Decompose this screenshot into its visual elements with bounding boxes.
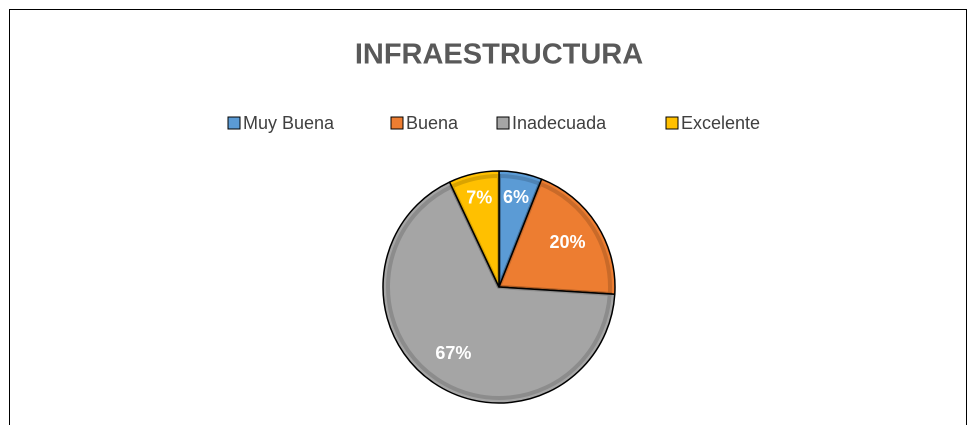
legend-swatch	[390, 116, 404, 130]
legend-label: Muy Buena	[243, 113, 335, 133]
pie-slice	[382, 181, 616, 404]
pie-slice	[448, 170, 500, 288]
pie-slice-bevel	[386, 183, 612, 400]
data-label: 7%	[466, 187, 492, 207]
pie-slice-bevel	[496, 181, 612, 297]
legend-label: Excelente	[681, 113, 760, 133]
chart-title: INFRAESTRUCTURA	[355, 39, 643, 71]
legend-swatch	[496, 116, 510, 130]
legend-label: Inadecuada	[512, 113, 607, 133]
data-label: 6%	[503, 187, 529, 207]
legend-label: Buena	[406, 113, 459, 133]
legend-swatch	[227, 116, 241, 130]
pie-slice-bevel	[449, 173, 501, 288]
legend-swatch	[665, 116, 679, 130]
data-label: 67%	[435, 343, 471, 363]
pie-slice	[498, 178, 616, 296]
data-label: 20%	[550, 232, 586, 252]
